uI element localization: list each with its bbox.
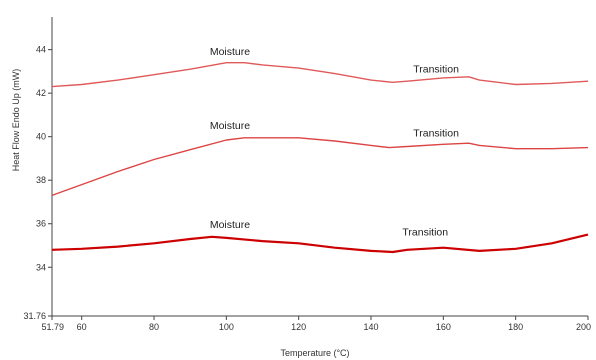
y-tick-label: 42	[36, 88, 46, 98]
y-tick-label: 34	[36, 262, 46, 272]
x-tick-label: 180	[508, 322, 523, 332]
series-line-top	[51, 62, 589, 88]
x-ticks: 51.79 60 80 100 120 140 160 180 200	[41, 316, 591, 332]
x-tick-label: 200	[576, 322, 591, 332]
x-tick-label: 60	[77, 322, 87, 332]
y-tick-label: 40	[36, 132, 46, 142]
x-tick-label: 51.79	[41, 322, 64, 332]
annotation-label: Moisture	[210, 219, 250, 231]
series-line-bottom	[51, 233, 589, 254]
series-layer	[51, 62, 589, 254]
y-axis-title: Heat Flow Endo Up (mW)	[11, 69, 21, 172]
annotation-label: Transition	[413, 128, 459, 140]
x-tick-label: 140	[363, 322, 378, 332]
y-tick-label: 44	[36, 45, 46, 55]
x-tick-label: 80	[149, 322, 159, 332]
x-axis-title: Temperature (°C)	[280, 348, 349, 358]
annotation-label: Moisture	[210, 120, 250, 132]
annotation-layer: Moisture Transition Moisture Transition Mois…	[210, 46, 459, 239]
series-line-middle	[51, 137, 589, 197]
annotation-label: Transition	[413, 63, 459, 75]
x-tick-label: 160	[436, 322, 451, 332]
x-tick-label: 100	[219, 322, 234, 332]
y-tick-label: 31.76	[23, 311, 46, 321]
annotation-label: Transition	[402, 227, 448, 239]
x-tick-label: 120	[291, 322, 306, 332]
annotation-label: Moisture	[210, 46, 250, 58]
y-tick-label: 38	[36, 175, 46, 185]
y-tick-label: 36	[36, 219, 46, 229]
y-ticks: 31.76 34 36 38 40 42 44	[23, 45, 52, 321]
